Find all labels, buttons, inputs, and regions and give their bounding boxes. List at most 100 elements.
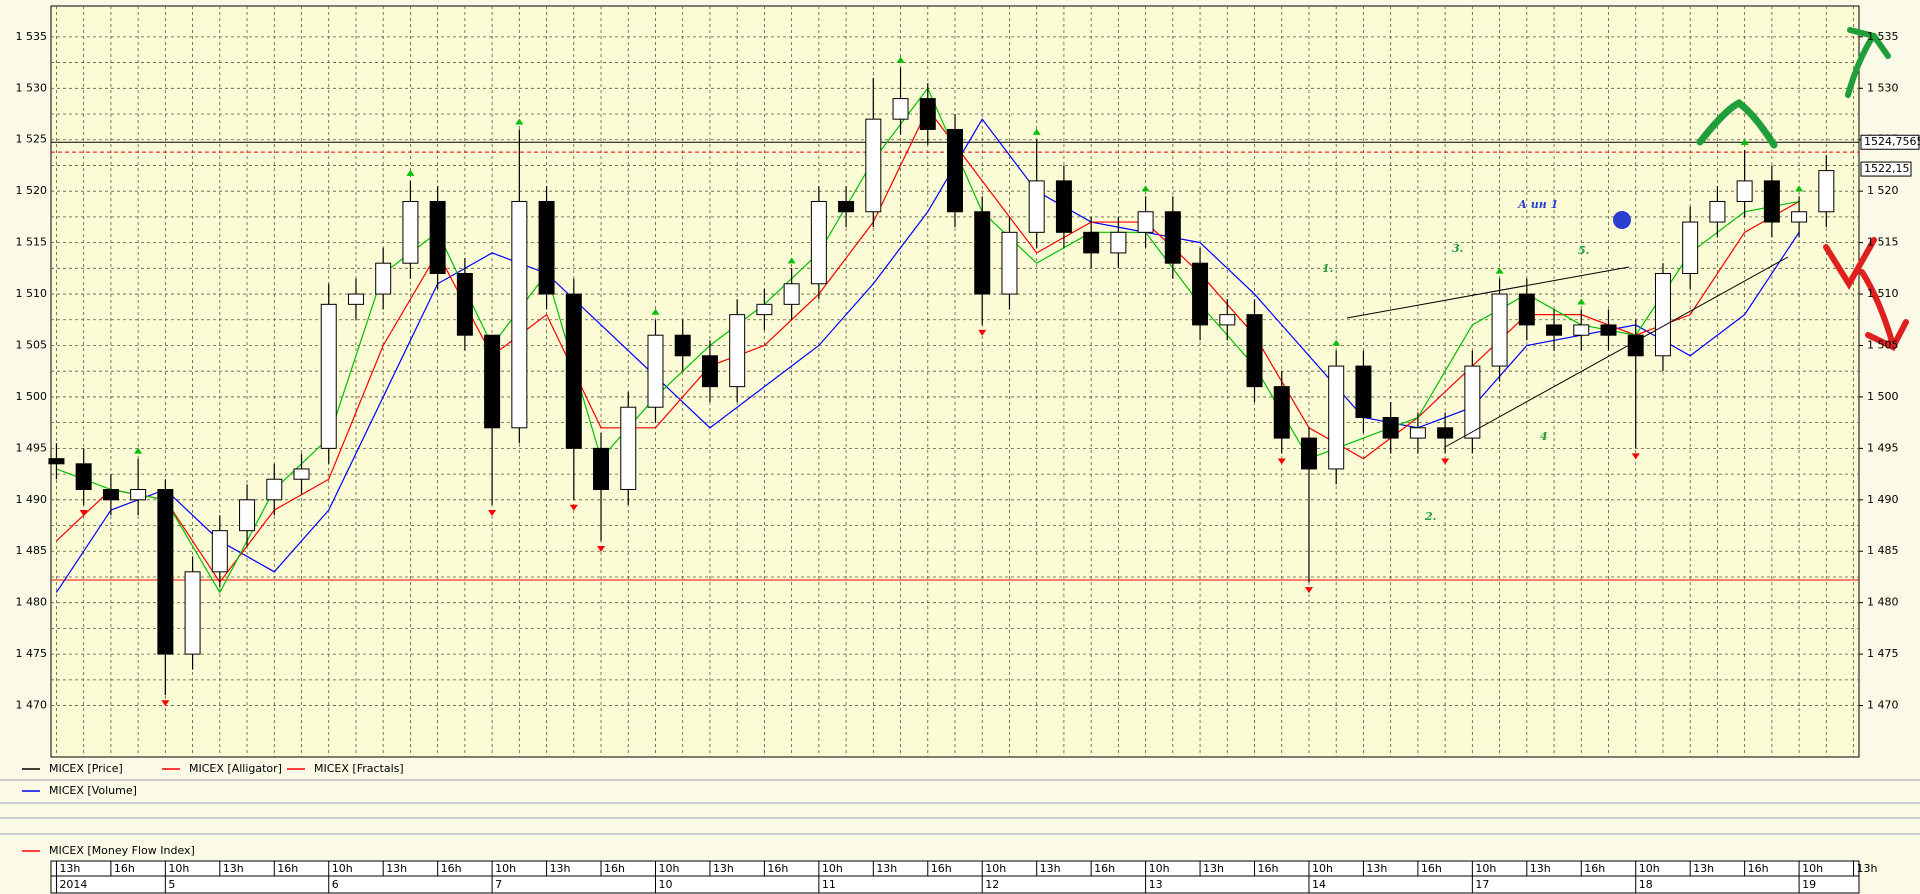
fractal-down — [1277, 458, 1286, 465]
x-tick-label: 16h — [1421, 862, 1442, 875]
x-tick-label: 13h — [1203, 862, 1224, 875]
y-tick-label: 1 520 — [16, 184, 48, 197]
day-tick-label: 17 — [1475, 878, 1489, 891]
y-tick-label: 1 490 — [16, 493, 48, 506]
fractal-down — [1304, 587, 1313, 594]
candle-body — [1600, 324, 1617, 336]
day-tick-label: 18 — [1639, 878, 1653, 891]
candle-body — [1682, 221, 1699, 274]
candle-body — [130, 489, 147, 501]
annotation: 3. — [1452, 242, 1464, 255]
candle-body — [1055, 180, 1072, 233]
day-tick-label: 11 — [822, 878, 836, 891]
candle-body — [1300, 437, 1317, 470]
x-tick-label: 16h — [277, 862, 298, 875]
fractal-down — [79, 509, 88, 516]
candle-body — [565, 293, 582, 449]
candle-body — [347, 293, 364, 305]
candle-body — [1164, 211, 1181, 264]
x-tick-label: 13h — [1366, 862, 1387, 875]
x-tick-label: 16h — [931, 862, 952, 875]
last-price-box — [1860, 161, 1912, 177]
y-tick-label: 1 535 — [16, 30, 48, 43]
candle-body — [48, 458, 65, 465]
candle-body — [647, 334, 664, 408]
x-tick-label: 10h — [985, 862, 1006, 875]
fractal-up — [1495, 267, 1504, 274]
candle-body — [1818, 170, 1835, 213]
drawn-dot — [1613, 211, 1631, 229]
day-tick-label: 2014 — [59, 878, 87, 891]
candle-body — [1246, 314, 1263, 388]
level-label: 1524,7565 — [1864, 135, 1920, 148]
candle-body — [1763, 180, 1780, 223]
candle-body — [1328, 365, 1345, 470]
candle-body — [1736, 180, 1753, 202]
annotation: 2. — [1424, 510, 1437, 523]
candle-body — [1654, 272, 1671, 357]
x-tick-label: 13h — [1857, 862, 1878, 875]
candle-body — [810, 200, 827, 285]
candle-body — [674, 334, 691, 357]
y-tick-label: 1 470 — [16, 699, 48, 712]
x-tick-label: 10h — [168, 862, 189, 875]
day-tick-label: 19 — [1802, 878, 1816, 891]
x-tick-label: 13h — [59, 862, 80, 875]
fractal-up — [134, 447, 143, 454]
fractal-down — [161, 700, 170, 707]
y-tick-label: 1 530 — [1867, 81, 1899, 94]
candle-body — [1001, 231, 1018, 295]
y-tick-label: 1 530 — [16, 81, 48, 94]
candle-body — [1192, 262, 1209, 326]
x-tick-label: 13h — [550, 862, 571, 875]
drawn-arrow-up — [1845, 27, 1891, 98]
candle-body — [1137, 211, 1154, 233]
fractal-up — [896, 56, 905, 63]
fractal-up — [1141, 185, 1150, 192]
candle-body — [865, 118, 882, 213]
candle-body — [1110, 231, 1127, 254]
x-tick-label: 16h — [441, 862, 462, 875]
plot — [48, 56, 1859, 707]
fractal-down — [1441, 458, 1450, 465]
x-tick-label: 10h — [1802, 862, 1823, 875]
candle-body — [1518, 293, 1535, 326]
fractal-up — [1740, 139, 1749, 146]
y-tick-label: 1 475 — [1867, 647, 1899, 660]
candle-body — [102, 489, 119, 501]
x-tick-label: 13h — [876, 862, 897, 875]
candle-body — [1028, 180, 1045, 233]
fractal-down — [488, 509, 497, 516]
candle-body — [538, 200, 555, 295]
x-tick-label: 13h — [386, 862, 407, 875]
time-axis — [50, 860, 1860, 894]
y-tick-label: 1 495 — [16, 441, 48, 454]
day-tick-label: 13 — [1149, 878, 1163, 891]
day-tick-label: 6 — [332, 878, 339, 891]
fractal-up — [515, 118, 524, 125]
candle-body — [266, 478, 283, 501]
axes: 1 470 1 470 1 475 1 475 1 480 1 480 1 485 1 485… — [16, 30, 1920, 893]
y-tick-label: 1 500 — [1867, 390, 1899, 403]
drawn-arrow-down — [1859, 269, 1909, 351]
fractal-up — [1332, 339, 1341, 346]
x-tick-label: 10h — [1475, 862, 1496, 875]
candle-body — [375, 262, 392, 295]
candle-body — [293, 468, 310, 480]
day-tick-label: 14 — [1312, 878, 1326, 891]
candle-body — [429, 200, 446, 274]
x-tick-label: 10h — [1312, 862, 1333, 875]
legend-label: MICEX [Alligator] — [189, 762, 282, 775]
candle-body — [1546, 324, 1563, 336]
x-tick-label: 10h — [658, 862, 679, 875]
x-tick-label: 13h — [223, 862, 244, 875]
candle-body — [456, 272, 473, 336]
candle-body — [1219, 314, 1236, 326]
x-tick-label: 16h — [1748, 862, 1769, 875]
candle-body — [1437, 427, 1454, 439]
candle-body — [947, 128, 963, 213]
candle-body — [402, 200, 419, 264]
x-tick-label: 16h — [1584, 862, 1605, 875]
y-tick-label: 1 500 — [16, 390, 48, 403]
